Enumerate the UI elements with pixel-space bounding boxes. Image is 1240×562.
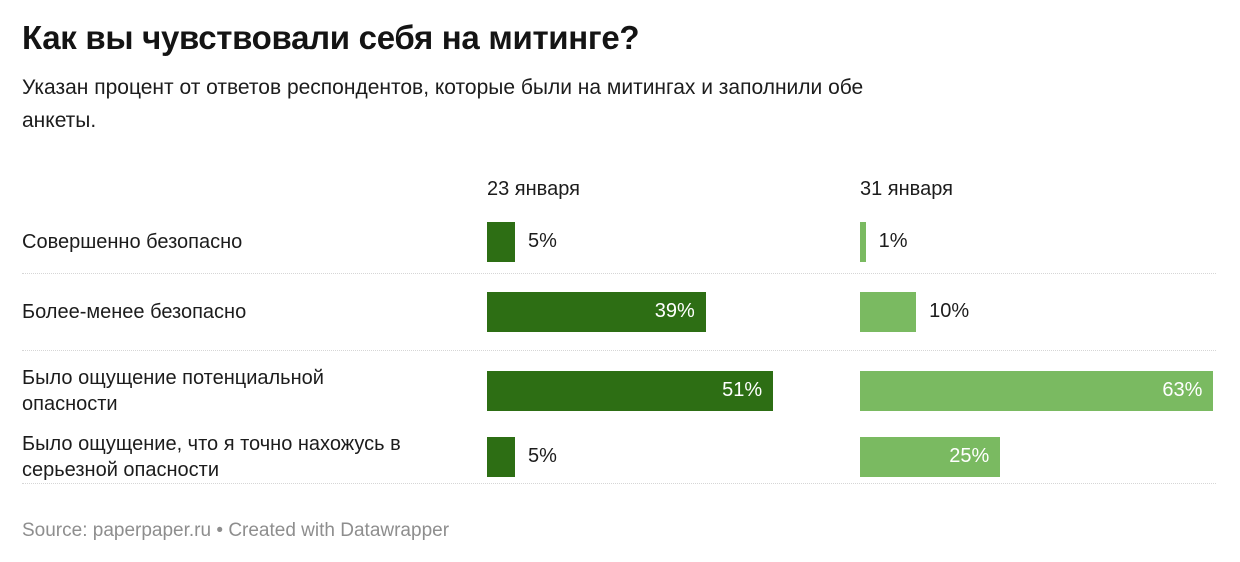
bar-cell-jan23: 51% (487, 351, 860, 431)
bar-cell-jan31: 63% (860, 351, 1216, 431)
bar-cell-jan23: 39% (487, 274, 860, 350)
column-header-jan23: 23 января (487, 177, 580, 200)
row-label: Было ощущение потенциальной опасности (22, 366, 324, 415)
row-label: Было ощущение, что я точно нахожусь в се… (22, 432, 401, 481)
bar-jan23-row-0: 5% (487, 221, 557, 262)
bar-jan31-row-1: 10% (860, 291, 969, 332)
bar-value-label: 25% (949, 445, 990, 468)
source-line: Source: paperpaper.ru • Created with Dat… (22, 520, 1216, 542)
bar-cell-jan31: 1% (860, 211, 1216, 273)
bar-cell-jan31: 25% (860, 431, 1216, 483)
row-label: Совершенно безопасно (22, 230, 243, 253)
chart-row-potential-danger: Было ощущение потенциальной опасности 51… (22, 351, 1216, 431)
bar-jan23-row-2: 51% (487, 370, 774, 411)
row-label: Более-менее безопасно (22, 300, 247, 323)
chart-row-more-or-less-safe: Более-менее безопасно 39% 10% (22, 274, 1216, 351)
bar-value-label: 5% (528, 445, 557, 468)
bar-value-label: 63% (1162, 379, 1203, 402)
bar-value-label: 5% (528, 230, 557, 253)
bar-value-label: 10% (929, 300, 970, 323)
source-link[interactable]: paperpaper.ru (92, 519, 212, 541)
bar-cell-jan23: 5% (487, 431, 860, 483)
bar-cell-jan31: 10% (860, 274, 1216, 350)
bar-cell-jan23: 5% (487, 211, 860, 273)
source-prefix: Source: (22, 519, 93, 541)
bar-value-label: 39% (654, 300, 695, 323)
datawrapper-credit-link[interactable]: Created with Datawrapper (228, 519, 450, 541)
bar-jan31-row-2: 63% (860, 370, 1214, 411)
column-header-jan31: 31 января (860, 177, 953, 200)
bar-value-label: 51% (722, 379, 763, 402)
chart-subtitle: Указан процент от ответов респондентов, … (22, 75, 864, 132)
footer-bullet: • (211, 519, 229, 541)
page-title: Как вы чувствовали себя на митинге? (22, 19, 640, 56)
bar-jan31-row-3: 25% (860, 436, 1001, 477)
bar-jan23-row-1: 39% (487, 291, 706, 332)
chart-row-serious-danger: Было ощущение, что я точно нахожусь в се… (22, 431, 1216, 484)
bar-jan23-row-3: 5% (487, 436, 557, 477)
datawrapper-chart: Как вы чувствовали себя на митинге? Указ… (22, 19, 1216, 542)
chart-row-completely-safe: Совершенно безопасно 5% 1% (22, 211, 1216, 274)
column-header-row: 23 января 31 января (22, 178, 1216, 211)
bar-value-label: 1% (878, 230, 908, 253)
bar-jan31-row-0: 1% (860, 221, 908, 262)
